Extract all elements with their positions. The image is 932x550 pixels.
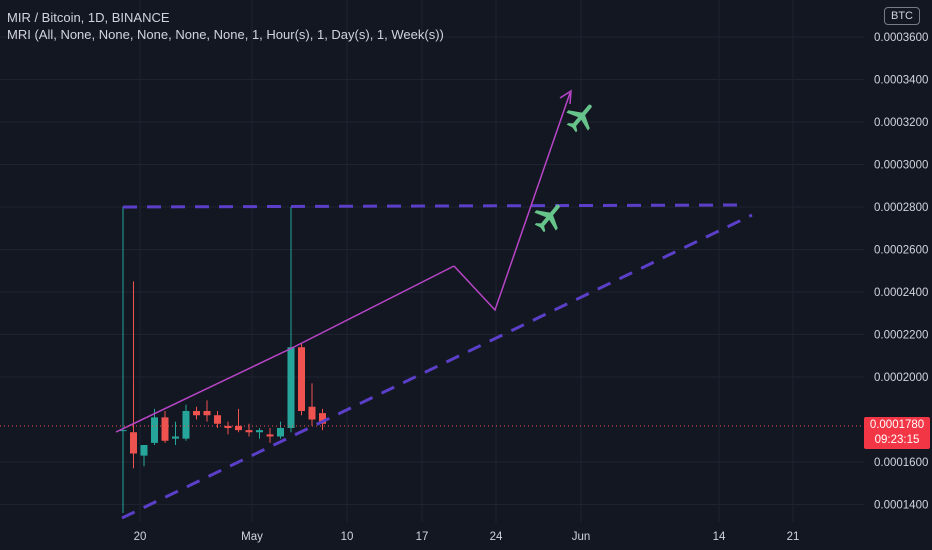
price-tick-label: 0.0001600 [874, 457, 928, 469]
candle-body [130, 432, 137, 454]
chart-grid [0, 0, 864, 522]
candle-body [224, 425, 232, 428]
time-tick-label: 14 [713, 531, 726, 543]
candle [151, 408, 158, 445]
candle-body [151, 417, 158, 443]
symbol-title[interactable]: MIR / Bitcoin, 1D, BINANCE [7, 10, 170, 25]
candle [266, 428, 274, 443]
candle-body [235, 425, 242, 431]
time-tick-label: 10 [341, 531, 354, 543]
time-tick-label: 21 [787, 531, 800, 543]
candle [287, 207, 295, 433]
current-price-tag: 0.0001780 09:23:15 [864, 417, 930, 449]
candle-body [256, 430, 263, 433]
candle [298, 343, 305, 416]
current-price-value: 0.0001780 [869, 419, 925, 431]
price-tick-label: 0.0003000 [874, 160, 928, 172]
airplane-icon [566, 104, 592, 133]
target-dashed-line [122, 203, 741, 209]
airplane-icon [534, 204, 560, 233]
candle [172, 421, 179, 445]
candle-body [161, 417, 169, 441]
time-tick-label: Jun [572, 531, 591, 543]
candle-body [319, 413, 326, 424]
candle [140, 445, 148, 467]
price-tick-label: 0.0003200 [874, 117, 928, 129]
candlestick-series [119, 207, 326, 513]
bar-countdown: 09:23:15 [874, 434, 920, 446]
candle [224, 421, 232, 435]
candle-body [266, 434, 274, 437]
candle [130, 281, 137, 469]
candle-body [308, 406, 316, 420]
candle [203, 400, 211, 422]
candle-body [277, 428, 284, 437]
price-tick-label: 0.0002400 [874, 287, 928, 299]
drawings[interactable] [115, 89, 753, 520]
candle-body [140, 445, 148, 456]
candle [161, 411, 169, 443]
candle-body [172, 436, 179, 439]
candle [119, 207, 127, 513]
time-tick-label: 24 [490, 531, 503, 543]
candle [182, 404, 190, 441]
time-tick-label: May [241, 531, 263, 543]
candle-body [203, 411, 211, 416]
price-tick-label: 0.0002200 [874, 330, 928, 342]
candle [277, 421, 284, 439]
time-axis[interactable]: 20 May 10 17 24 Jun 14 21 [134, 531, 800, 543]
candle-body [119, 430, 127, 432]
candle [319, 408, 326, 431]
candle-body [193, 411, 200, 416]
projection-path [453, 92, 571, 312]
price-axis[interactable]: 0.0003600 0.0003400 0.0003200 0.0003000 0.00… [874, 32, 928, 512]
indicator-label[interactable]: MRI (All, None, None, None, None, None, … [7, 27, 444, 42]
price-tick-label: 0.0003400 [874, 75, 928, 87]
candle-body [245, 430, 253, 433]
price-tick-label: 0.0002800 [874, 202, 928, 214]
time-tick-label: 17 [416, 531, 429, 543]
price-tick-label: 0.0003600 [874, 32, 928, 44]
support-dashed-trendline [121, 213, 753, 520]
candle [235, 408, 242, 433]
price-tick-label: 0.0002600 [874, 245, 928, 257]
price-tick-label: 0.0001400 [874, 500, 928, 512]
time-tick-label: 20 [134, 531, 147, 543]
candle-body [287, 347, 295, 428]
currency-badge[interactable]: BTC [884, 7, 920, 25]
candle-body [214, 415, 221, 424]
resistance-trendline [115, 265, 455, 433]
projection-arrowhead [559, 89, 572, 105]
candle [308, 383, 316, 426]
candle-body [182, 411, 190, 439]
candle [214, 411, 221, 428]
candle-body [298, 347, 305, 411]
candle [193, 406, 200, 420]
chart-legend: MIR / Bitcoin, 1D, BINANCE MRI (All, Non… [7, 9, 444, 43]
candle [256, 428, 263, 439]
price-tick-label: 0.0002000 [874, 372, 928, 384]
